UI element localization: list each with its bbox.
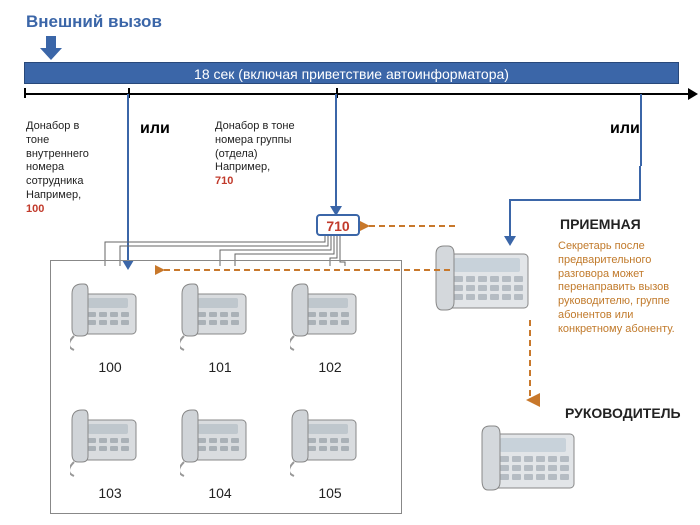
desc-line: сотрудника xyxy=(26,175,121,189)
phone-icon xyxy=(180,272,260,352)
desc-line: тоне xyxy=(26,134,121,148)
example-code: 100 xyxy=(26,203,121,217)
page-title: Внешний вызов xyxy=(26,12,162,32)
or-label-right: или xyxy=(610,120,640,138)
phone-label: 102 xyxy=(290,359,370,375)
phone-item: 105 xyxy=(290,398,370,501)
timeline xyxy=(24,93,694,95)
desc-line: номера группы xyxy=(215,134,335,148)
phone-item: 101 xyxy=(180,272,260,375)
phone-icon xyxy=(180,398,260,478)
left-branch-desc: Донабор в тоне внутреннего номера сотруд… xyxy=(26,120,121,216)
desc-line: Донабор в xyxy=(26,120,121,134)
timer-bar: 18 сек (включая приветствие автоинформат… xyxy=(24,62,679,84)
phone-icon xyxy=(70,398,150,478)
down-arrow-icon xyxy=(40,36,62,60)
branch-line-right2 xyxy=(640,94,642,166)
reception-phone-icon xyxy=(432,240,542,320)
phone-item: 104 xyxy=(180,398,260,501)
phone-label: 103 xyxy=(70,485,150,501)
phone-label: 101 xyxy=(180,359,260,375)
reception-description: Секретарь после предварительного разгово… xyxy=(558,240,683,336)
middle-branch-desc: Донабор в тоне номера группы (отдела) На… xyxy=(215,120,335,189)
desc-line: Например, xyxy=(215,161,335,175)
timeline-arrow-icon xyxy=(688,88,698,100)
phone-item: 102 xyxy=(290,272,370,375)
phone-label: 105 xyxy=(290,485,370,501)
timeline-tick xyxy=(24,88,26,98)
phone-icon xyxy=(70,272,150,352)
phone-icon xyxy=(290,272,370,352)
boss-label: РУКОВОДИТЕЛЬ xyxy=(565,405,681,421)
desc-line: Например, xyxy=(26,189,121,203)
phone-item: 100 xyxy=(70,272,150,375)
phone-label: 104 xyxy=(180,485,260,501)
right-arrow-path xyxy=(490,160,650,250)
dashed-arrow-to-phones-icon xyxy=(155,260,455,280)
phone-icon xyxy=(290,398,370,478)
desc-line: (отдела) xyxy=(215,148,335,162)
desc-line: Донабор в тоне xyxy=(215,120,335,134)
dashed-arrow-to-boss-icon xyxy=(520,318,540,408)
boss-phone-icon xyxy=(478,420,588,500)
group-code-box: 710 xyxy=(316,214,360,236)
example-code: 710 xyxy=(215,175,335,189)
phone-item: 103 xyxy=(70,398,150,501)
phone-label: 100 xyxy=(70,359,150,375)
branch-line-middle xyxy=(335,94,337,214)
dashed-arrow-to-group-icon xyxy=(360,216,460,236)
or-label-left: или xyxy=(140,120,170,138)
desc-line: номера xyxy=(26,161,121,175)
desc-line: внутреннего xyxy=(26,148,121,162)
